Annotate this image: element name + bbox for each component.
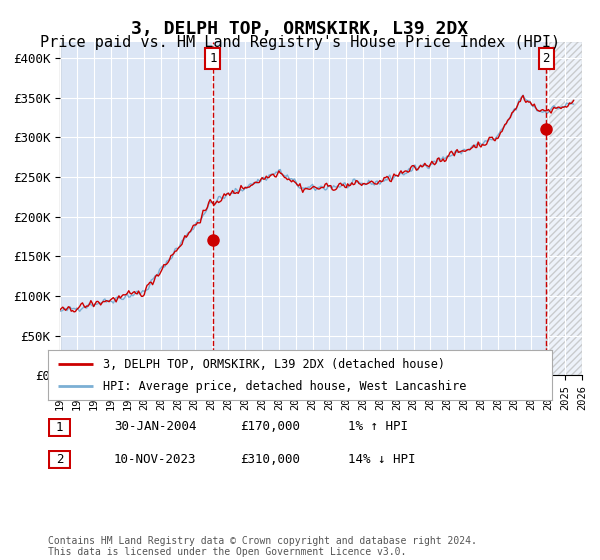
Text: 1% ↑ HPI: 1% ↑ HPI [348, 420, 408, 433]
Text: HPI: Average price, detached house, West Lancashire: HPI: Average price, detached house, West… [103, 380, 467, 393]
Text: £310,000: £310,000 [240, 452, 300, 466]
Text: 10-NOV-2023: 10-NOV-2023 [114, 452, 197, 466]
Text: 3, DELPH TOP, ORMSKIRK, L39 2DX (detached house): 3, DELPH TOP, ORMSKIRK, L39 2DX (detache… [103, 358, 445, 371]
Bar [546, 42, 582, 375]
FancyBboxPatch shape [49, 451, 70, 468]
Text: 2: 2 [56, 453, 63, 466]
Text: 30-JAN-2004: 30-JAN-2004 [114, 420, 197, 433]
Text: 1: 1 [56, 421, 63, 434]
Text: 3, DELPH TOP, ORMSKIRK, L39 2DX: 3, DELPH TOP, ORMSKIRK, L39 2DX [131, 20, 469, 38]
FancyBboxPatch shape [49, 419, 70, 436]
Text: 1: 1 [209, 52, 217, 65]
Text: £170,000: £170,000 [240, 420, 300, 433]
Text: Price paid vs. HM Land Registry's House Price Index (HPI): Price paid vs. HM Land Registry's House … [40, 35, 560, 50]
Text: 14% ↓ HPI: 14% ↓ HPI [348, 452, 415, 466]
Text: Contains HM Land Registry data © Crown copyright and database right 2024.
This d: Contains HM Land Registry data © Crown c… [48, 535, 477, 557]
Text: 2: 2 [542, 52, 550, 65]
